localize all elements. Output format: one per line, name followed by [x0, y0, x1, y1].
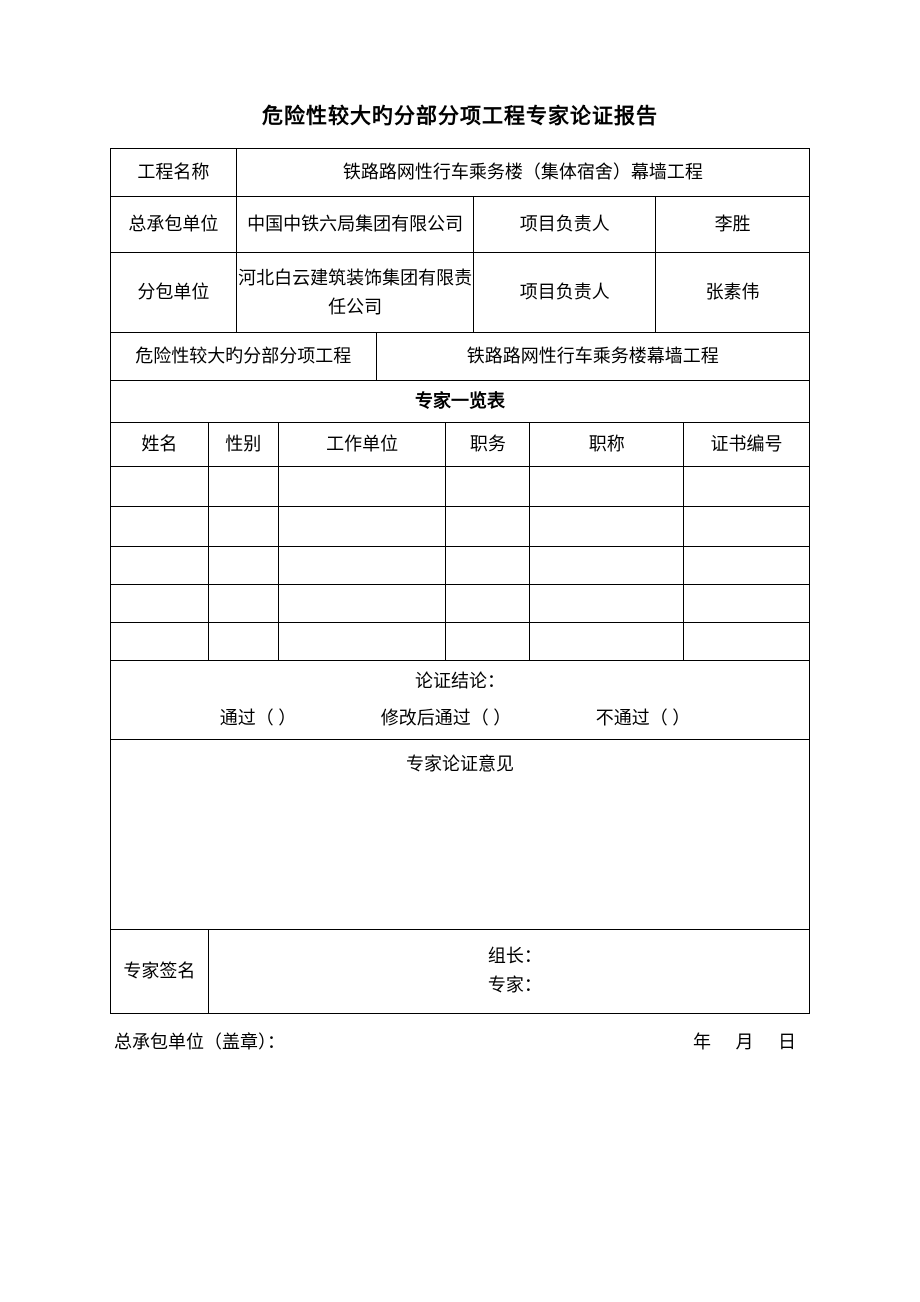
row-expert-opinion: 专家论证意见 [111, 739, 810, 929]
label-sc-project-leader: 项目负责人 [474, 253, 656, 333]
value-subcontractor: 河北白云建筑装饰集团有限责任公司 [236, 253, 474, 333]
cell-blank [530, 507, 684, 547]
option-fail: 不通过（ ） [596, 708, 691, 728]
col-work-unit: 工作单位 [278, 423, 446, 467]
expert-row-3 [111, 547, 810, 585]
expert-row-1 [111, 467, 810, 507]
row-expert-list-header: 专家一览表 [111, 381, 810, 423]
cell-blank [278, 467, 446, 507]
label-project-name: 工程名称 [111, 149, 237, 197]
cell-blank [111, 507, 209, 547]
label-expert: 专家： [221, 971, 809, 1000]
cell-blank [446, 623, 530, 661]
cell-blank [278, 623, 446, 661]
row-project-name: 工程名称 铁路路网性行车乘务楼（集体宿舍）幕墙工程 [111, 149, 810, 197]
value-sc-leader: 张素伟 [656, 253, 810, 333]
label-expert-list: 专家一览表 [111, 381, 810, 423]
row-subcontractor: 分包单位 河北白云建筑装饰集团有限责任公司 项目负责人 张素伟 [111, 253, 810, 333]
cell-blank [446, 547, 530, 585]
cell-blank [208, 623, 278, 661]
cell-blank [208, 507, 278, 547]
expert-row-4 [111, 585, 810, 623]
cell-blank [208, 585, 278, 623]
label-day: 日 [778, 1032, 796, 1052]
cell-blank [684, 507, 810, 547]
footer-date: 年 月 日 [683, 1028, 806, 1054]
value-gc-leader: 李胜 [656, 197, 810, 253]
row-general-contractor: 总承包单位 中国中铁六局集团有限公司 项目负责人 李胜 [111, 197, 810, 253]
option-modify: 修改后通过（ ） [381, 708, 512, 728]
cell-blank [111, 623, 209, 661]
option-pass: 通过（ ） [220, 708, 297, 728]
expert-row-2 [111, 507, 810, 547]
cell-blank [446, 467, 530, 507]
row-conclusion: 论证结论： 通过（ ） 修改后通过（ ） 不通过（ ） [111, 661, 810, 740]
cell-blank [530, 585, 684, 623]
conclusion-cell: 论证结论： 通过（ ） 修改后通过（ ） 不通过（ ） [111, 661, 810, 740]
cell-blank [278, 507, 446, 547]
label-conclusion: 论证结论： [121, 667, 799, 696]
cell-blank [278, 547, 446, 585]
col-name: 姓名 [111, 423, 209, 467]
label-year: 年 [693, 1032, 711, 1052]
row-expert-sign: 专家签名 组长： 专家： [111, 929, 810, 1013]
label-subcontractor: 分包单位 [111, 253, 237, 333]
row-expert-columns: 姓名 性别 工作单位 职务 职称 证书编号 [111, 423, 810, 467]
sign-inner-cell: 组长： 专家： [208, 929, 809, 1013]
cell-blank [208, 467, 278, 507]
expert-opinion-cell: 专家论证意见 [111, 739, 810, 929]
value-dangerous-project: 铁路路网性行车乘务楼幕墙工程 [376, 333, 809, 381]
expert-row-5 [111, 623, 810, 661]
row-dangerous-project: 危险性较大旳分部分项工程 铁路路网性行车乘务楼幕墙工程 [111, 333, 810, 381]
cell-blank [208, 547, 278, 585]
document-title: 危险性较大旳分部分项工程专家论证报告 [110, 100, 810, 130]
label-dangerous-project: 危险性较大旳分部分项工程 [111, 333, 377, 381]
cell-blank [446, 507, 530, 547]
conclusion-options: 通过（ ） 修改后通过（ ） 不通过（ ） [121, 696, 799, 733]
label-general-contractor: 总承包单位 [111, 197, 237, 253]
footer-line: 总承包单位（盖章）： 年 月 日 [110, 1028, 810, 1054]
document-page: 危险性较大旳分部分项工程专家论证报告 工程名称 铁路路网性行车乘务楼（集体宿舍）… [0, 0, 920, 1302]
col-duty: 职务 [446, 423, 530, 467]
cell-blank [530, 547, 684, 585]
label-gc-project-leader: 项目负责人 [474, 197, 656, 253]
cell-blank [530, 467, 684, 507]
cell-blank [446, 585, 530, 623]
label-leader: 组长： [221, 942, 809, 971]
cell-blank [684, 585, 810, 623]
cell-blank [684, 467, 810, 507]
cell-blank [111, 467, 209, 507]
label-expert-sign: 专家签名 [111, 929, 209, 1013]
label-month: 月 [736, 1032, 754, 1052]
cell-blank [278, 585, 446, 623]
col-gender: 性别 [208, 423, 278, 467]
value-project-name: 铁路路网性行车乘务楼（集体宿舍）幕墙工程 [236, 149, 809, 197]
cell-blank [530, 623, 684, 661]
cell-blank [111, 547, 209, 585]
cell-blank [111, 585, 209, 623]
label-expert-opinion: 专家论证意见 [406, 754, 514, 774]
value-general-contractor: 中国中铁六局集团有限公司 [236, 197, 474, 253]
col-cert-no: 证书编号 [684, 423, 810, 467]
cell-blank [684, 623, 810, 661]
cell-blank [684, 547, 810, 585]
report-table: 工程名称 铁路路网性行车乘务楼（集体宿舍）幕墙工程 总承包单位 中国中铁六局集团… [110, 148, 810, 1014]
col-title-rank: 职称 [530, 423, 684, 467]
footer-contractor: 总承包单位（盖章）： [114, 1028, 285, 1054]
